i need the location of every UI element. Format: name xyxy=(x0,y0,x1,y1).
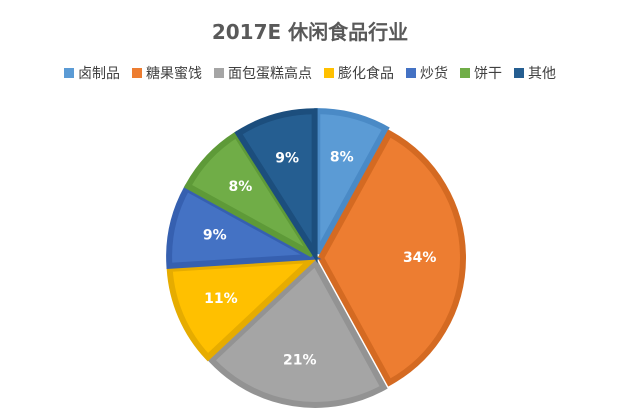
legend-label: 面包蛋糕高点 xyxy=(228,66,312,82)
legend: 卤制品 糖果蜜饯 面包蛋糕高点 膨化食品 炒货 饼干 其他 xyxy=(0,63,620,83)
chart-title: 2017E 休闲食品行业 xyxy=(211,20,409,44)
legend-label: 其他 xyxy=(528,66,556,82)
legend-label: 糖果蜜饯 xyxy=(146,66,202,82)
pie-slice xyxy=(317,129,466,387)
slice-label: 9% xyxy=(203,227,227,243)
legend-label: 炒货 xyxy=(420,66,448,82)
slice-label: 8% xyxy=(229,179,253,195)
pie-slice xyxy=(234,108,318,264)
legend-item: 面包蛋糕高点 xyxy=(214,63,312,83)
slice-label: 11% xyxy=(204,291,238,307)
slice-label: 8% xyxy=(330,150,354,166)
legend-swatch xyxy=(324,68,334,78)
legend-label: 饼干 xyxy=(474,66,502,82)
legend-swatch xyxy=(132,68,142,78)
legend-label: 卤制品 xyxy=(78,66,120,82)
legend-item: 糖果蜜饯 xyxy=(132,63,202,83)
legend-swatch xyxy=(214,68,224,78)
slice-label: 9% xyxy=(275,151,299,167)
legend-swatch xyxy=(460,68,470,78)
legend-label: 膨化食品 xyxy=(338,66,394,82)
pie-slice xyxy=(166,256,320,362)
legend-item: 炒货 xyxy=(406,63,448,83)
legend-swatch xyxy=(514,68,524,78)
slice-label: 34% xyxy=(403,250,437,266)
legend-item: 饼干 xyxy=(460,63,502,83)
legend-swatch xyxy=(64,68,74,78)
legend-item: 膨化食品 xyxy=(324,63,394,83)
legend-item: 卤制品 xyxy=(64,63,120,83)
legend-swatch xyxy=(406,68,416,78)
legend-item: 其他 xyxy=(514,63,556,83)
slice-label: 21% xyxy=(283,352,317,368)
pie-slice xyxy=(166,184,322,270)
pie-slice xyxy=(207,258,388,408)
